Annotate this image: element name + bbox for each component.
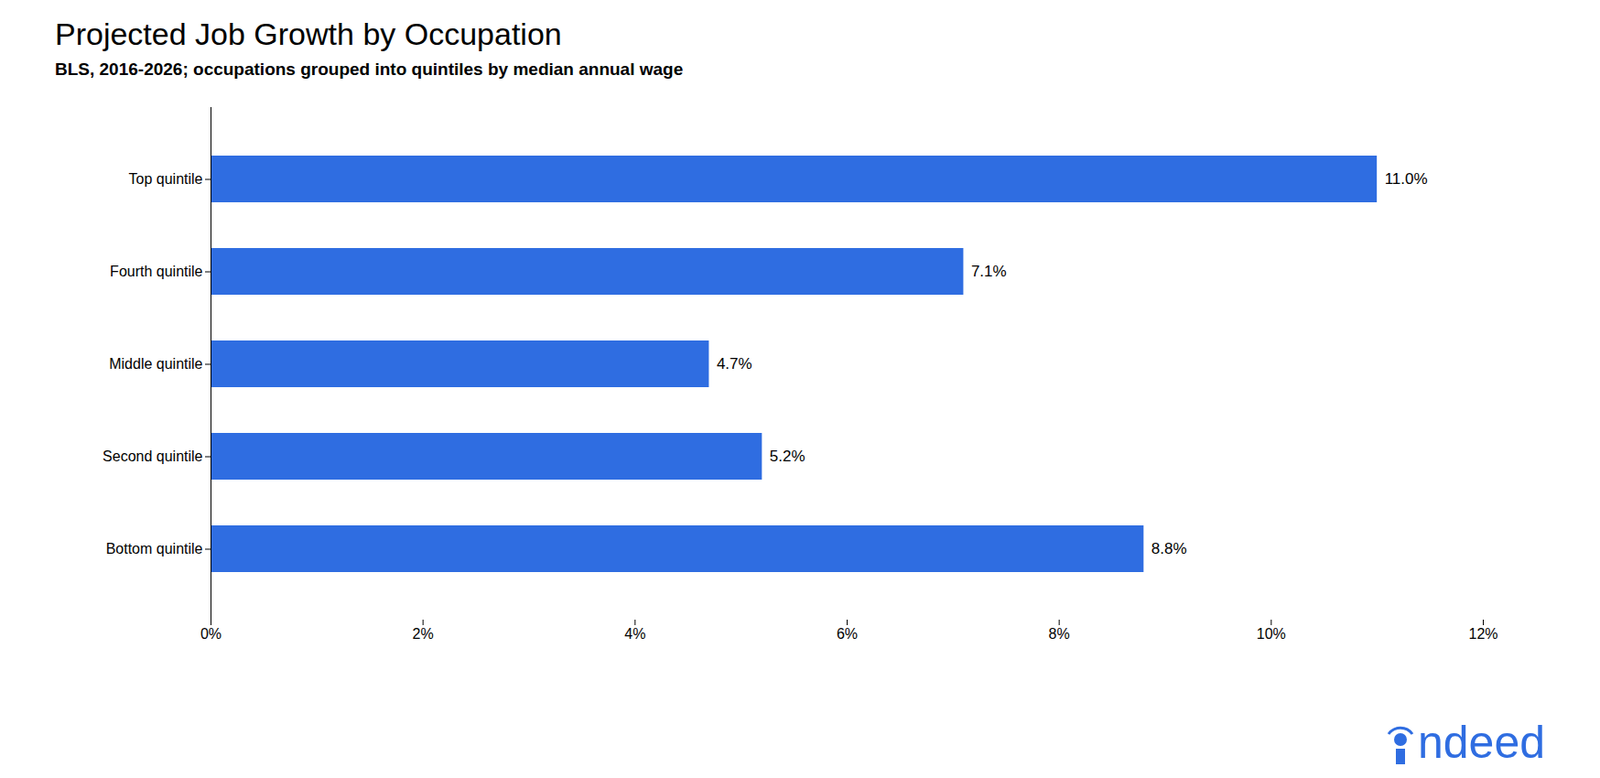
svg-text:4%: 4% <box>624 626 646 642</box>
svg-text:Middle quintile: Middle quintile <box>108 356 203 372</box>
svg-text:11.0%: 11.0% <box>1384 170 1428 188</box>
svg-text:10%: 10% <box>1256 626 1287 642</box>
html-text:BLS, 2016-2026; occupations gr: BLS, 2016-2026; occupations grouped into… <box>54 59 684 79</box>
svg-text:7.1%: 7.1% <box>971 262 1007 281</box>
svg-text:2%: 2% <box>412 626 434 642</box>
svg-text:8%: 8% <box>1048 626 1071 642</box>
svg-text:4.7%: 4.7% <box>716 355 753 373</box>
svg-text:12%: 12% <box>1468 626 1498 642</box>
svg-text:8.8%: 8.8% <box>1151 540 1188 558</box>
svg-text:Fourth quintile: Fourth quintile <box>109 263 203 280</box>
html-text:Projected Job Growth by Occupa: Projected Job Growth by Occupation <box>54 16 562 52</box>
svg-text:Second quintile: Second quintile <box>102 448 204 465</box>
svg-text:Top quintile: Top quintile <box>129 171 204 187</box>
svg-text:6%: 6% <box>836 626 858 642</box>
html-text:ndeed: ndeed <box>1417 716 1546 768</box>
svg-text:0%: 0% <box>200 626 222 642</box>
svg-text:Bottom quintile: Bottom quintile <box>106 540 204 557</box>
svg-text:5.2%: 5.2% <box>769 447 806 465</box>
